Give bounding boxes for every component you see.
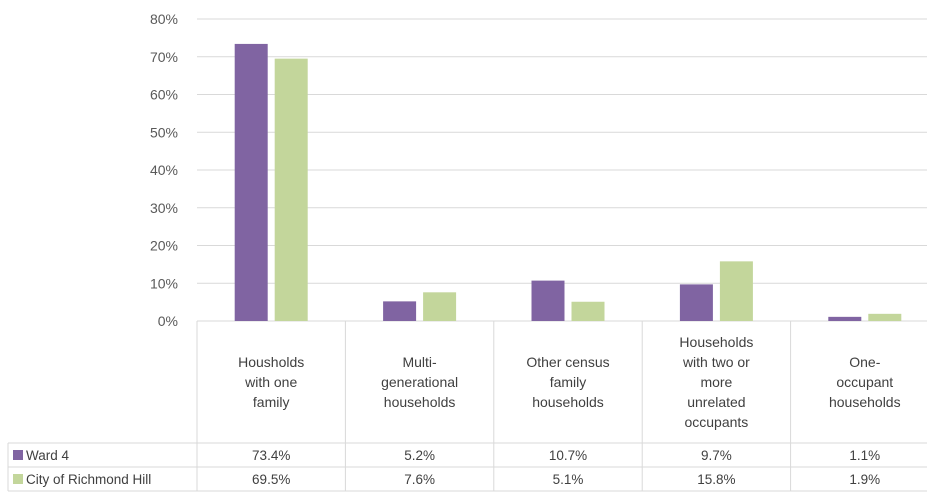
data-label: 69.5%: [252, 472, 290, 487]
bar-richmond-hill: [719, 261, 753, 321]
data-label: 10.7%: [549, 448, 587, 463]
category-label: with one: [244, 374, 297, 390]
data-label: 15.8%: [697, 472, 735, 487]
legend-key: [13, 450, 23, 460]
bars: [234, 43, 902, 321]
y-tick-label: 0%: [158, 313, 178, 329]
category-label: Multi-: [402, 354, 437, 370]
category-label: Housholds: [238, 354, 304, 370]
bar-ward-4: [234, 43, 268, 321]
bar-ward-4: [383, 301, 417, 321]
bar-richmond-hill: [868, 313, 902, 321]
data-table: Housholds with one family Multi-generationa…: [7, 321, 927, 492]
y-axis-tick-labels: 0% 10% 20% 30% 40% 50% 60% 70% 80%: [150, 11, 178, 329]
category-label: generational: [381, 374, 458, 390]
category-label: Other census: [526, 354, 609, 370]
data-label: 5.2%: [404, 448, 435, 463]
y-tick-label: 80%: [150, 11, 178, 27]
category-label: family: [550, 374, 587, 390]
series-name: City of Richmond Hill: [26, 472, 151, 487]
y-tick-label: 40%: [150, 162, 178, 178]
category-label: unrelated: [687, 394, 745, 410]
category-label: with two or: [682, 354, 750, 370]
y-tick-label: 70%: [150, 49, 178, 65]
series-name: Ward 4: [26, 448, 70, 463]
y-tick-label: 10%: [150, 275, 178, 291]
y-tick-label: 60%: [150, 87, 178, 103]
category-label: households: [532, 394, 604, 410]
category-label: One-: [849, 354, 880, 370]
bar-ward-4: [531, 280, 565, 321]
category-label: family: [253, 394, 290, 410]
y-tick-label: 30%: [150, 200, 178, 216]
data-label: 73.4%: [252, 448, 290, 463]
bar-ward-4: [828, 316, 862, 321]
category-label: more: [700, 374, 732, 390]
y-tick-label: 20%: [150, 238, 178, 254]
bar-richmond-hill: [571, 301, 605, 321]
gridlines: [197, 18, 927, 322]
category-label: Households: [679, 334, 753, 350]
bar-richmond-hill: [274, 58, 308, 321]
data-label: 9.7%: [701, 448, 732, 463]
data-label: 7.6%: [404, 472, 435, 487]
data-label: 5.1%: [553, 472, 584, 487]
bar-ward-4: [679, 284, 713, 321]
data-label: 1.9%: [849, 472, 880, 487]
legend-key: [13, 474, 23, 484]
category-label: occupant: [836, 374, 893, 390]
category-label: households: [829, 394, 901, 410]
y-tick-label: 50%: [150, 124, 178, 140]
data-label: 1.1%: [849, 448, 880, 463]
category-label: occupants: [684, 414, 748, 430]
category-label: households: [384, 394, 456, 410]
bar-richmond-hill: [423, 292, 457, 321]
